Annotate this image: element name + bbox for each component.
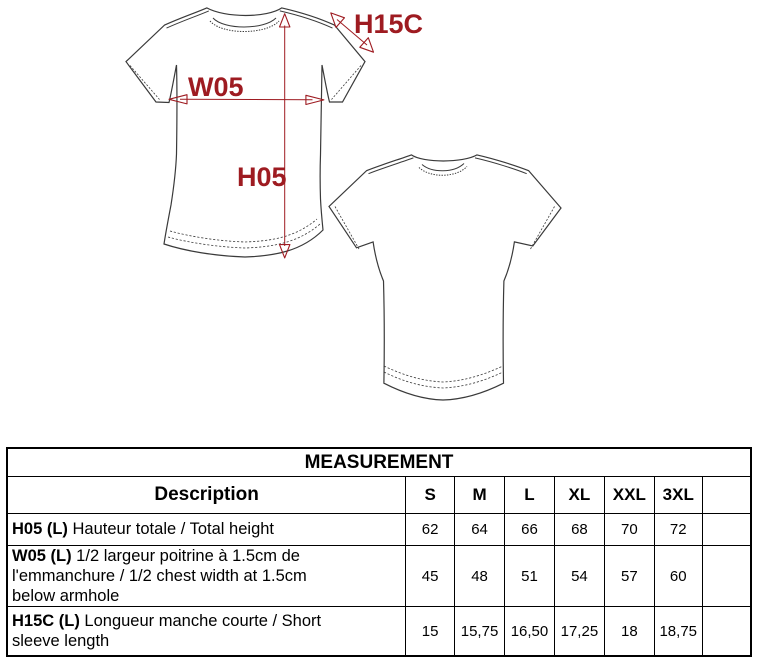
svg-text:H05: H05	[237, 162, 287, 192]
svg-text:H15C: H15C	[354, 9, 423, 39]
svg-text:W05: W05	[188, 72, 244, 102]
